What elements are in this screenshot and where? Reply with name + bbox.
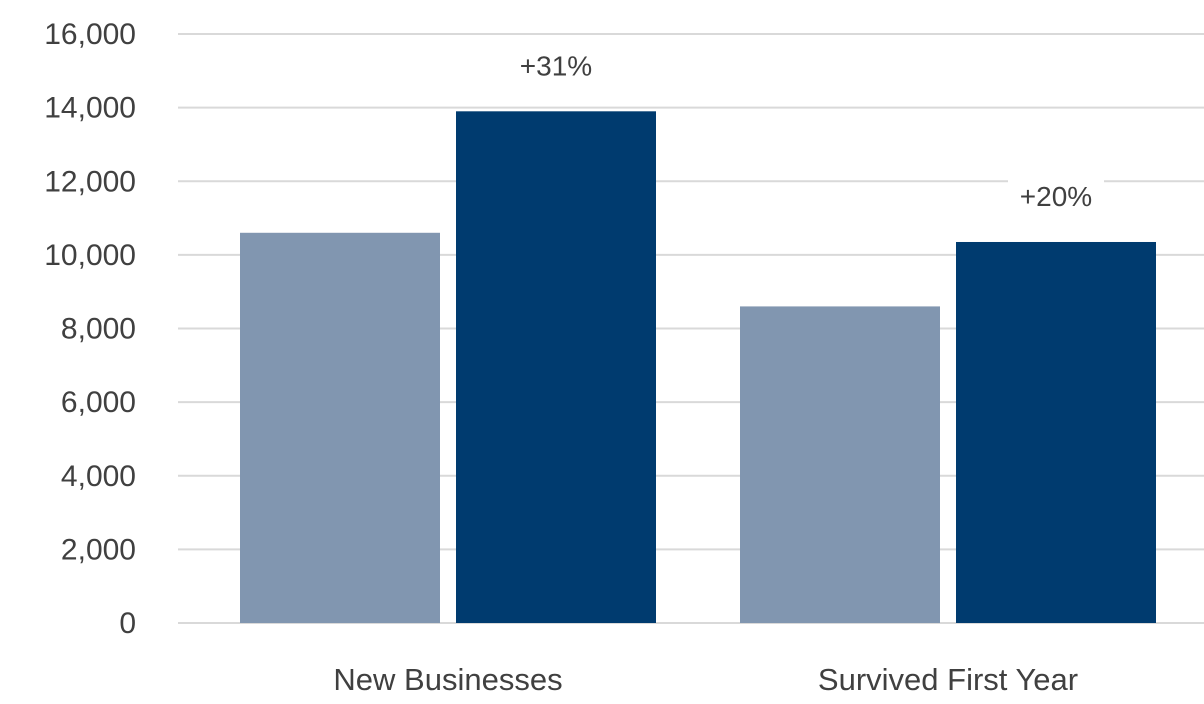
bars	[240, 111, 1156, 624]
data-label-background	[508, 49, 604, 86]
y-tick-label: 16,000	[44, 18, 136, 51]
bar	[240, 232, 440, 623]
data-label: +31%	[520, 50, 592, 81]
x-category-label: Survived First Year	[818, 662, 1078, 697]
bar	[956, 241, 1156, 623]
bar	[740, 306, 940, 623]
y-tick-label: 8,000	[61, 313, 136, 346]
data-label: +20%	[1020, 181, 1092, 212]
y-tick-label: 4,000	[61, 460, 136, 493]
y-tick-label: 10,000	[44, 239, 136, 272]
x-axis-categories: New Businesses Survived First Year	[333, 662, 1078, 697]
data-labels: +31% +20%	[508, 49, 1104, 216]
y-tick-label: 0	[119, 607, 136, 640]
x-category-label: New Businesses	[333, 662, 562, 697]
bar	[456, 111, 656, 624]
y-tick-label: 14,000	[44, 92, 136, 125]
y-tick-label: 6,000	[61, 386, 136, 419]
y-tick-label: 12,000	[44, 165, 136, 198]
data-label-background	[1008, 179, 1104, 216]
y-axis-ticks: 0 2,000 4,000 6,000 8,000 10,000 12,000 14,000 1…	[44, 18, 136, 640]
y-tick-label: 2,000	[61, 533, 136, 566]
